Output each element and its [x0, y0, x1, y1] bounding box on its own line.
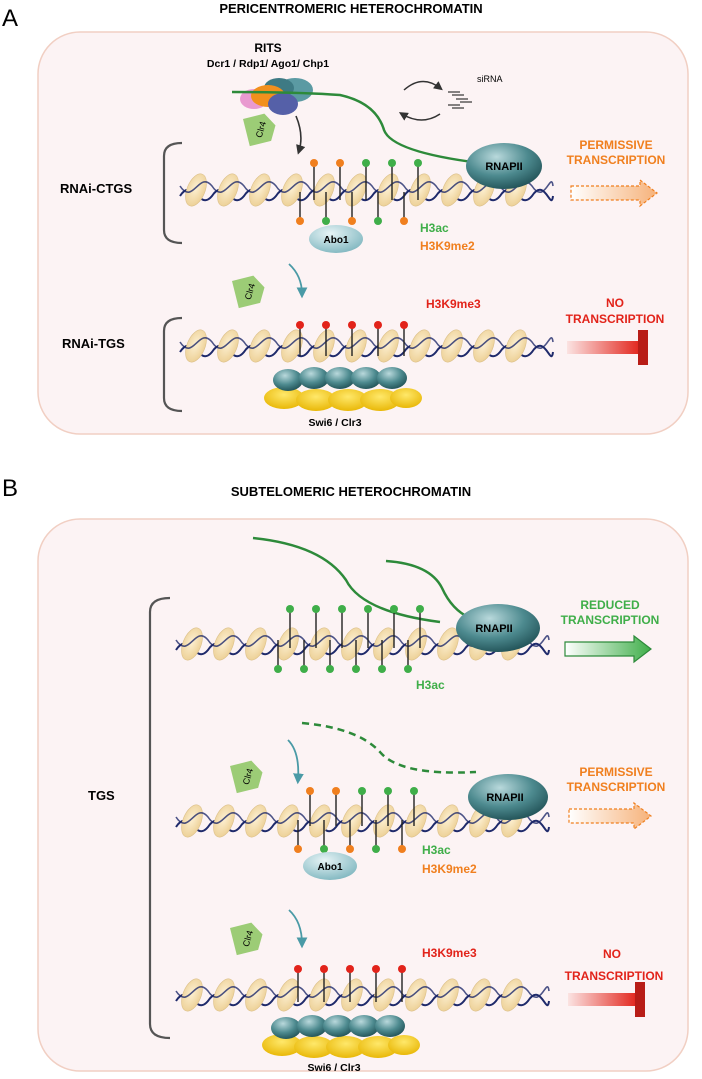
transcript-b1-long [252, 536, 441, 624]
panel-a-letter: A [2, 5, 18, 32]
rnapii-a1-label: RNAPII [485, 161, 522, 173]
clr4-arrow-b2 [287, 739, 304, 785]
h3k9me3-a2: H3K9me3 [426, 297, 481, 311]
clr4-b2: Clr4 [230, 760, 263, 794]
permissive-a-2: TRANSCRIPTION [567, 153, 666, 167]
svg-text:Clr4: Clr4 [254, 120, 268, 139]
permissive-arrow-a [570, 178, 658, 208]
panel-a-title: PERICENTROMERIC HETEROCHROMATIN [219, 1, 482, 16]
h3ac-b1: H3ac [416, 678, 445, 692]
svg-text:Clr4: Clr4 [241, 767, 255, 786]
clr4-a2: Clr4 [232, 275, 265, 309]
clr4-arrow-b3 [288, 909, 308, 949]
no-b-1: NO [603, 947, 621, 961]
rnapii-a1 [466, 143, 542, 189]
rnapii-b1 [456, 604, 540, 652]
chromatin-a2 [179, 321, 554, 363]
permissive-b-1: PERMISSIVE [579, 765, 652, 779]
reduced-b-2: TRANSCRIPTION [561, 613, 660, 627]
nucleosomes-a1 [185, 173, 527, 207]
row-label-rnai-tgs: RNAi-TGS [62, 336, 125, 351]
h3k9me3-b3: H3K9me3 [422, 946, 477, 960]
h3ac-b2: H3ac [422, 843, 451, 857]
rits-recruit-arrow [295, 115, 306, 155]
clr4-b3: Clr4 [230, 922, 263, 956]
tgs-label: TGS [88, 788, 115, 803]
sirna-cycle: siRNA [398, 74, 503, 121]
panel-b-title: SUBTELOMERIC HETEROCHROMATIN [231, 484, 471, 499]
reduced-arrow-b [564, 634, 652, 664]
h3k9me2-a1: H3K9me2 [420, 239, 475, 253]
marks-b3 [294, 965, 406, 973]
clr4-arrow-a2 [288, 263, 308, 299]
bracket-a2 [162, 316, 183, 413]
transcript-a1 [231, 90, 481, 165]
rnapii-b1-label: RNAPII [475, 623, 512, 635]
bracket-b [148, 596, 171, 1040]
marks-a2 [296, 321, 408, 329]
permissive-b-2: TRANSCRIPTION [567, 780, 666, 794]
no-bar-a [567, 341, 641, 354]
dna-a1 [179, 188, 554, 202]
reduced-b-1: REDUCED [580, 598, 640, 612]
abo1-a1-label: Abo1 [324, 235, 349, 246]
abo1-b2 [303, 852, 357, 880]
panel-b-box [37, 518, 689, 1072]
abo1-a1 [309, 225, 363, 253]
bracket-a1 [162, 141, 183, 245]
swi6-clr3-a2-label: Swi6 / Clr3 [308, 417, 361, 429]
row-label-rnai-ctgs: RNAi-CTGS [60, 181, 133, 196]
marks-a1 [296, 159, 422, 225]
sirna-duplexes [448, 91, 472, 109]
rits-title: RITS [254, 41, 281, 55]
svg-text:Clr4: Clr4 [241, 929, 255, 948]
permissive-arrow-b [568, 801, 652, 831]
transcript-b1-short [385, 559, 471, 620]
transcript-b2-dashed [301, 721, 477, 774]
no-bar-b [568, 993, 638, 1006]
svg-text:Clr4: Clr4 [243, 282, 257, 301]
rits-complex [240, 78, 313, 115]
swi6-clr3-b3-label: Swi6 / Clr3 [307, 1062, 360, 1074]
histone-tails-a1 [299, 166, 419, 218]
h3ac-a1: H3ac [420, 221, 449, 235]
h3k9me2-b2: H3K9me2 [422, 862, 477, 876]
chromatin-b3 [175, 965, 550, 1012]
marks-b2 [294, 787, 418, 853]
no-a-1: NO [606, 296, 624, 310]
no-b-2: TRANSCRIPTION [565, 969, 664, 983]
rnapii-b2-label: RNAPII [486, 792, 523, 804]
chromatin-a1 [179, 159, 554, 225]
marks-b1 [274, 605, 424, 673]
rits-components: Dcr1 / Rdp1/ Ago1/ Chp1 [207, 58, 329, 70]
abo1-b2-label: Abo1 [318, 862, 343, 873]
panel-b-letter: B [2, 475, 18, 502]
permissive-a-1: PERMISSIVE [579, 138, 652, 152]
swi6-clr3-a2 [264, 367, 422, 411]
no-stop-a [638, 330, 648, 365]
swi6-clr3-b3 [262, 1015, 420, 1058]
sirna-label: siRNA [477, 74, 503, 84]
clr4-a1: Clr4 [243, 113, 276, 147]
no-a-2: TRANSCRIPTION [566, 312, 665, 326]
rnapii-b2 [468, 774, 548, 820]
no-stop-b [635, 982, 645, 1017]
